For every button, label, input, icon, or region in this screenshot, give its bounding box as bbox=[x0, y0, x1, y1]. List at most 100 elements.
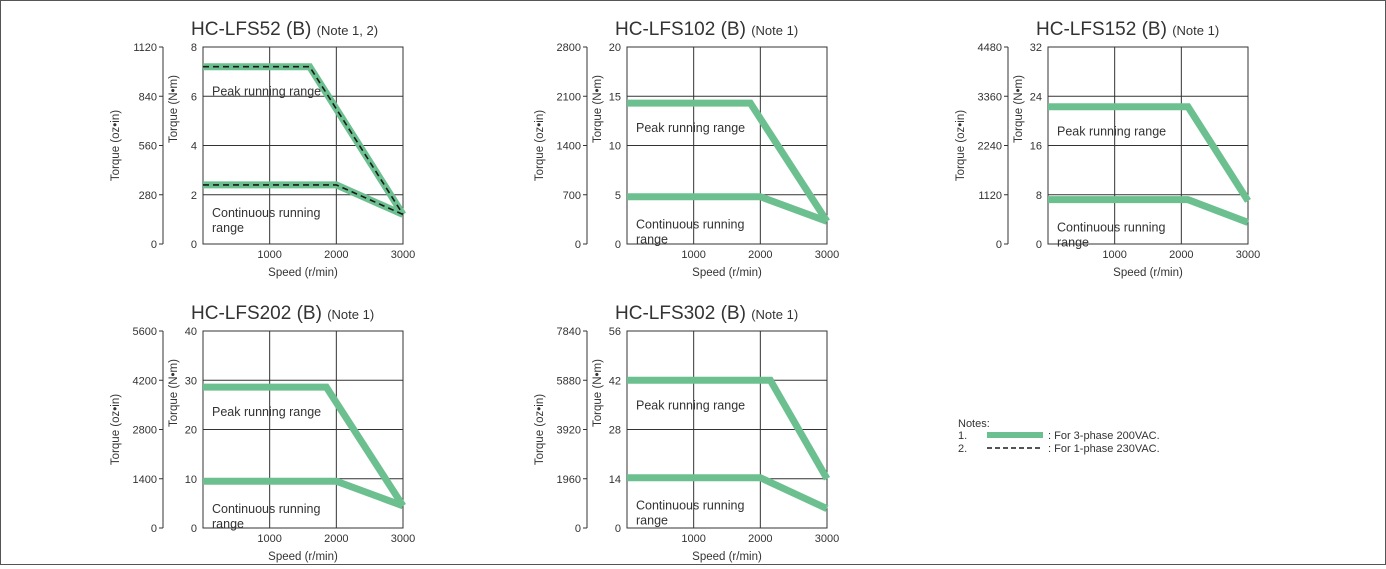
plot-border bbox=[626, 46, 828, 245]
tick-label-x: 2000 bbox=[1169, 249, 1193, 261]
tick-label-ozin: 2100 bbox=[557, 91, 581, 103]
tick-label-nm: 20 bbox=[185, 425, 197, 437]
tick-label-ozin: 0 bbox=[151, 523, 157, 535]
legend-text: : For 1-phase 230VAC. bbox=[1048, 443, 1160, 455]
peak-range-label: Peak running range bbox=[636, 398, 745, 412]
tick-label-ozin: 1120 bbox=[133, 42, 157, 54]
tick-label-ozin: 3920 bbox=[557, 425, 581, 437]
tick-label-ozin: 2800 bbox=[557, 42, 581, 54]
tick-label-nm: 24 bbox=[1030, 91, 1042, 103]
chart-title: HC-LFS202 (B) (Note 1) bbox=[191, 303, 374, 324]
tick-label-nm: 0 bbox=[615, 239, 621, 251]
plot-border bbox=[202, 330, 404, 529]
y-axis-label-nm: Torque (N•m) bbox=[1013, 75, 1025, 143]
torque-curve-3phase bbox=[203, 477, 405, 510]
tick-label-x: 2000 bbox=[324, 249, 348, 261]
continuous-range-label: Continuous running bbox=[212, 502, 320, 516]
x-axis-label: Speed (r/min) bbox=[692, 267, 762, 279]
tick-label-nm: 4 bbox=[191, 141, 197, 153]
x-axis-label: Speed (r/min) bbox=[268, 551, 338, 563]
tick-label-ozin: 4200 bbox=[133, 375, 157, 387]
continuous-range-label: Continuous running bbox=[636, 218, 744, 232]
tick-label-ozin: 5600 bbox=[133, 326, 157, 338]
notes-title: Notes: bbox=[958, 418, 990, 430]
torque-curve-3phase bbox=[1048, 103, 1251, 203]
tick-label-ozin: 1960 bbox=[557, 474, 581, 486]
chart-5: HC-LFS302 (B) (Note 1) 0 14 28 42 56 0 1960 3920… bbox=[534, 303, 839, 563]
chart-1: HC-LFS52 (B) (Note 1, 2) 0 2 4 6 8 0 280 560 840 1… bbox=[110, 19, 415, 279]
tick-label-x: 1000 bbox=[257, 249, 281, 261]
chart-2: HC-LFS102 (B) (Note 1) 0 5 10 15 20 0 700 1400 21… bbox=[534, 19, 839, 279]
tick-label-ozin: 840 bbox=[139, 91, 157, 103]
notes-legend: Notes:1.: For 3-phase 200VAC. 2.: For 1-p… bbox=[958, 418, 1160, 455]
chart-note: (Note 1) bbox=[751, 23, 798, 38]
legend-number: 2. bbox=[958, 443, 967, 455]
tick-label-ozin: 1400 bbox=[557, 141, 581, 153]
tick-label-ozin: 3360 bbox=[978, 91, 1002, 103]
tick-label-x: 2000 bbox=[748, 533, 772, 545]
tick-label-x: 3000 bbox=[815, 249, 839, 261]
continuous-range-label: range bbox=[636, 233, 668, 247]
tick-label-nm: 42 bbox=[609, 375, 621, 387]
tick-label-nm: 20 bbox=[609, 42, 621, 54]
tick-label-ozin: 2240 bbox=[978, 141, 1002, 153]
tick-label-x: 3000 bbox=[391, 249, 415, 261]
tick-label-nm: 40 bbox=[185, 326, 197, 338]
x-axis-label: Speed (r/min) bbox=[268, 267, 338, 279]
tick-label-ozin: 0 bbox=[151, 239, 157, 251]
chart-title: HC-LFS52 (B) (Note 1, 2) bbox=[191, 19, 378, 40]
y-axis-label-nm: Torque (N•m) bbox=[592, 359, 604, 427]
continuous-range-label: range bbox=[212, 221, 244, 235]
x-axis-label: Speed (r/min) bbox=[1113, 267, 1183, 279]
torque-curve-3phase bbox=[1048, 196, 1250, 226]
tick-label-nm: 6 bbox=[191, 91, 197, 103]
y-axis-label-ozin: Torque (oz•in) bbox=[955, 110, 967, 181]
chart-note: (Note 1) bbox=[1172, 23, 1219, 38]
chart-title: HC-LFS102 (B) (Note 1) bbox=[615, 19, 798, 40]
tick-label-ozin: 5880 bbox=[557, 375, 581, 387]
y-axis-label-nm: Torque (N•m) bbox=[168, 359, 180, 427]
y-axis-label-nm: Torque (N•m) bbox=[168, 75, 180, 143]
tick-label-nm: 8 bbox=[1036, 190, 1042, 202]
tick-label-ozin: 1120 bbox=[978, 190, 1002, 202]
chart-note: (Note 1, 2) bbox=[317, 23, 378, 38]
torque-curve-3phase bbox=[627, 474, 829, 512]
tick-label-ozin: 560 bbox=[139, 141, 157, 153]
tick-label-ozin: 700 bbox=[563, 190, 581, 202]
plot-border bbox=[1047, 46, 1249, 245]
torque-curve-3phase bbox=[203, 383, 406, 508]
continuous-range-label: range bbox=[212, 517, 244, 531]
tick-label-x: 3000 bbox=[1236, 249, 1260, 261]
torque-curve-1phase bbox=[203, 184, 404, 216]
tick-label-nm: 30 bbox=[185, 375, 197, 387]
tick-label-x: 1000 bbox=[681, 249, 705, 261]
tick-label-nm: 15 bbox=[609, 91, 621, 103]
tick-label-x: 3000 bbox=[391, 533, 415, 545]
chart-title: HC-LFS302 (B) (Note 1) bbox=[615, 303, 798, 324]
y-axis-label-ozin: Torque (oz•in) bbox=[534, 110, 546, 181]
tick-label-ozin: 0 bbox=[996, 239, 1002, 251]
tick-label-nm: 0 bbox=[191, 523, 197, 535]
tick-label-nm: 0 bbox=[1036, 239, 1042, 251]
tick-label-nm: 0 bbox=[615, 523, 621, 535]
peak-range-label: Peak running range bbox=[636, 121, 745, 135]
chart-note: (Note 1) bbox=[751, 307, 798, 322]
tick-label-x: 2000 bbox=[324, 533, 348, 545]
chart-title: HC-LFS152 (B) (Note 1) bbox=[1036, 19, 1219, 40]
tick-label-nm: 32 bbox=[1030, 42, 1042, 54]
continuous-range-label: Continuous running bbox=[212, 206, 320, 220]
torque-curve-1phase bbox=[203, 65, 404, 215]
legend-text: : For 3-phase 200VAC. bbox=[1048, 430, 1160, 442]
peak-range-label: Peak running range bbox=[1057, 125, 1166, 139]
continuous-range-label: Continuous running bbox=[636, 499, 744, 513]
tick-label-ozin: 7840 bbox=[557, 326, 581, 338]
tick-label-ozin: 2800 bbox=[133, 425, 157, 437]
tick-label-x: 1000 bbox=[1102, 249, 1126, 261]
tick-label-nm: 0 bbox=[191, 239, 197, 251]
tick-label-nm: 16 bbox=[1030, 141, 1042, 153]
tick-label-ozin: 0 bbox=[575, 523, 581, 535]
tick-label-nm: 5 bbox=[615, 190, 621, 202]
tick-label-x: 2000 bbox=[748, 249, 772, 261]
tick-label-nm: 14 bbox=[609, 474, 621, 486]
